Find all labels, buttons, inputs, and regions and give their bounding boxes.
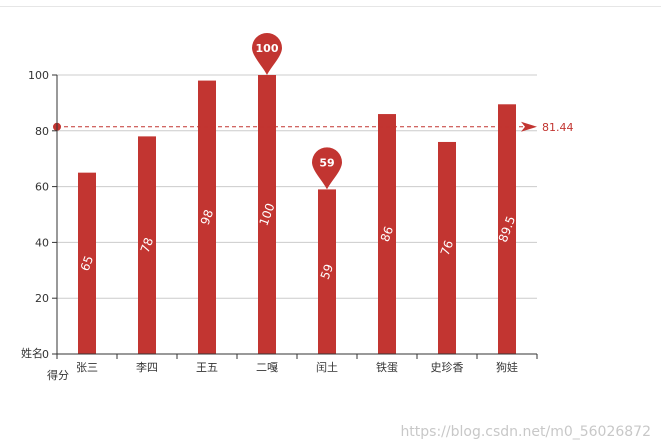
- bar: [498, 104, 516, 354]
- y-tick-label: 40: [35, 236, 49, 249]
- y-tick-label: 60: [35, 181, 49, 194]
- category-label: 狗娃: [496, 361, 518, 374]
- category-label: 张三: [76, 361, 98, 374]
- category-label: 二嘎: [256, 361, 278, 374]
- bar-value-label: 76: [438, 238, 456, 257]
- bar: [258, 75, 276, 354]
- bar-value-label: 65: [78, 254, 96, 273]
- category-label: 李四: [136, 360, 158, 374]
- top-rule: [0, 6, 661, 7]
- bar-value-label: 98: [198, 208, 216, 227]
- average-line-label: 81.44: [542, 121, 574, 134]
- mark-point-label: 100: [256, 42, 279, 55]
- average-line: 81.44: [53, 121, 574, 134]
- x-axis-name: 得分: [47, 369, 69, 382]
- mark-point-pin: [252, 33, 282, 75]
- category-label: 闰土: [316, 360, 338, 374]
- bar-value-label: 59: [318, 262, 336, 281]
- y-tick-label: 100: [28, 69, 49, 82]
- y-tick-label: 0: [42, 348, 49, 361]
- average-line-arrow: [521, 121, 537, 132]
- mark-points: 100 59: [252, 33, 342, 190]
- bar: [318, 189, 336, 354]
- bar: [378, 114, 396, 354]
- category-label: 史珍香: [431, 361, 464, 374]
- y-tick-label: 20: [35, 292, 49, 305]
- bar-value-label: 86: [378, 224, 396, 243]
- y-axis-name: 姓名: [21, 346, 43, 360]
- bar: [198, 80, 216, 354]
- mark-point-pin: [312, 147, 342, 190]
- bar-value-label: 78: [138, 236, 156, 255]
- grid-lines: [57, 74, 537, 299]
- bar: [438, 141, 456, 354]
- watermark: https://blog.csdn.net/m0_56026872: [400, 424, 651, 440]
- mark-point-label: 59: [319, 156, 334, 169]
- bar: [138, 136, 156, 354]
- bar: [78, 172, 96, 354]
- y-tick-label: 80: [35, 125, 49, 138]
- category-label: 铁蛋: [376, 361, 398, 374]
- category-label: 王五: [196, 361, 218, 374]
